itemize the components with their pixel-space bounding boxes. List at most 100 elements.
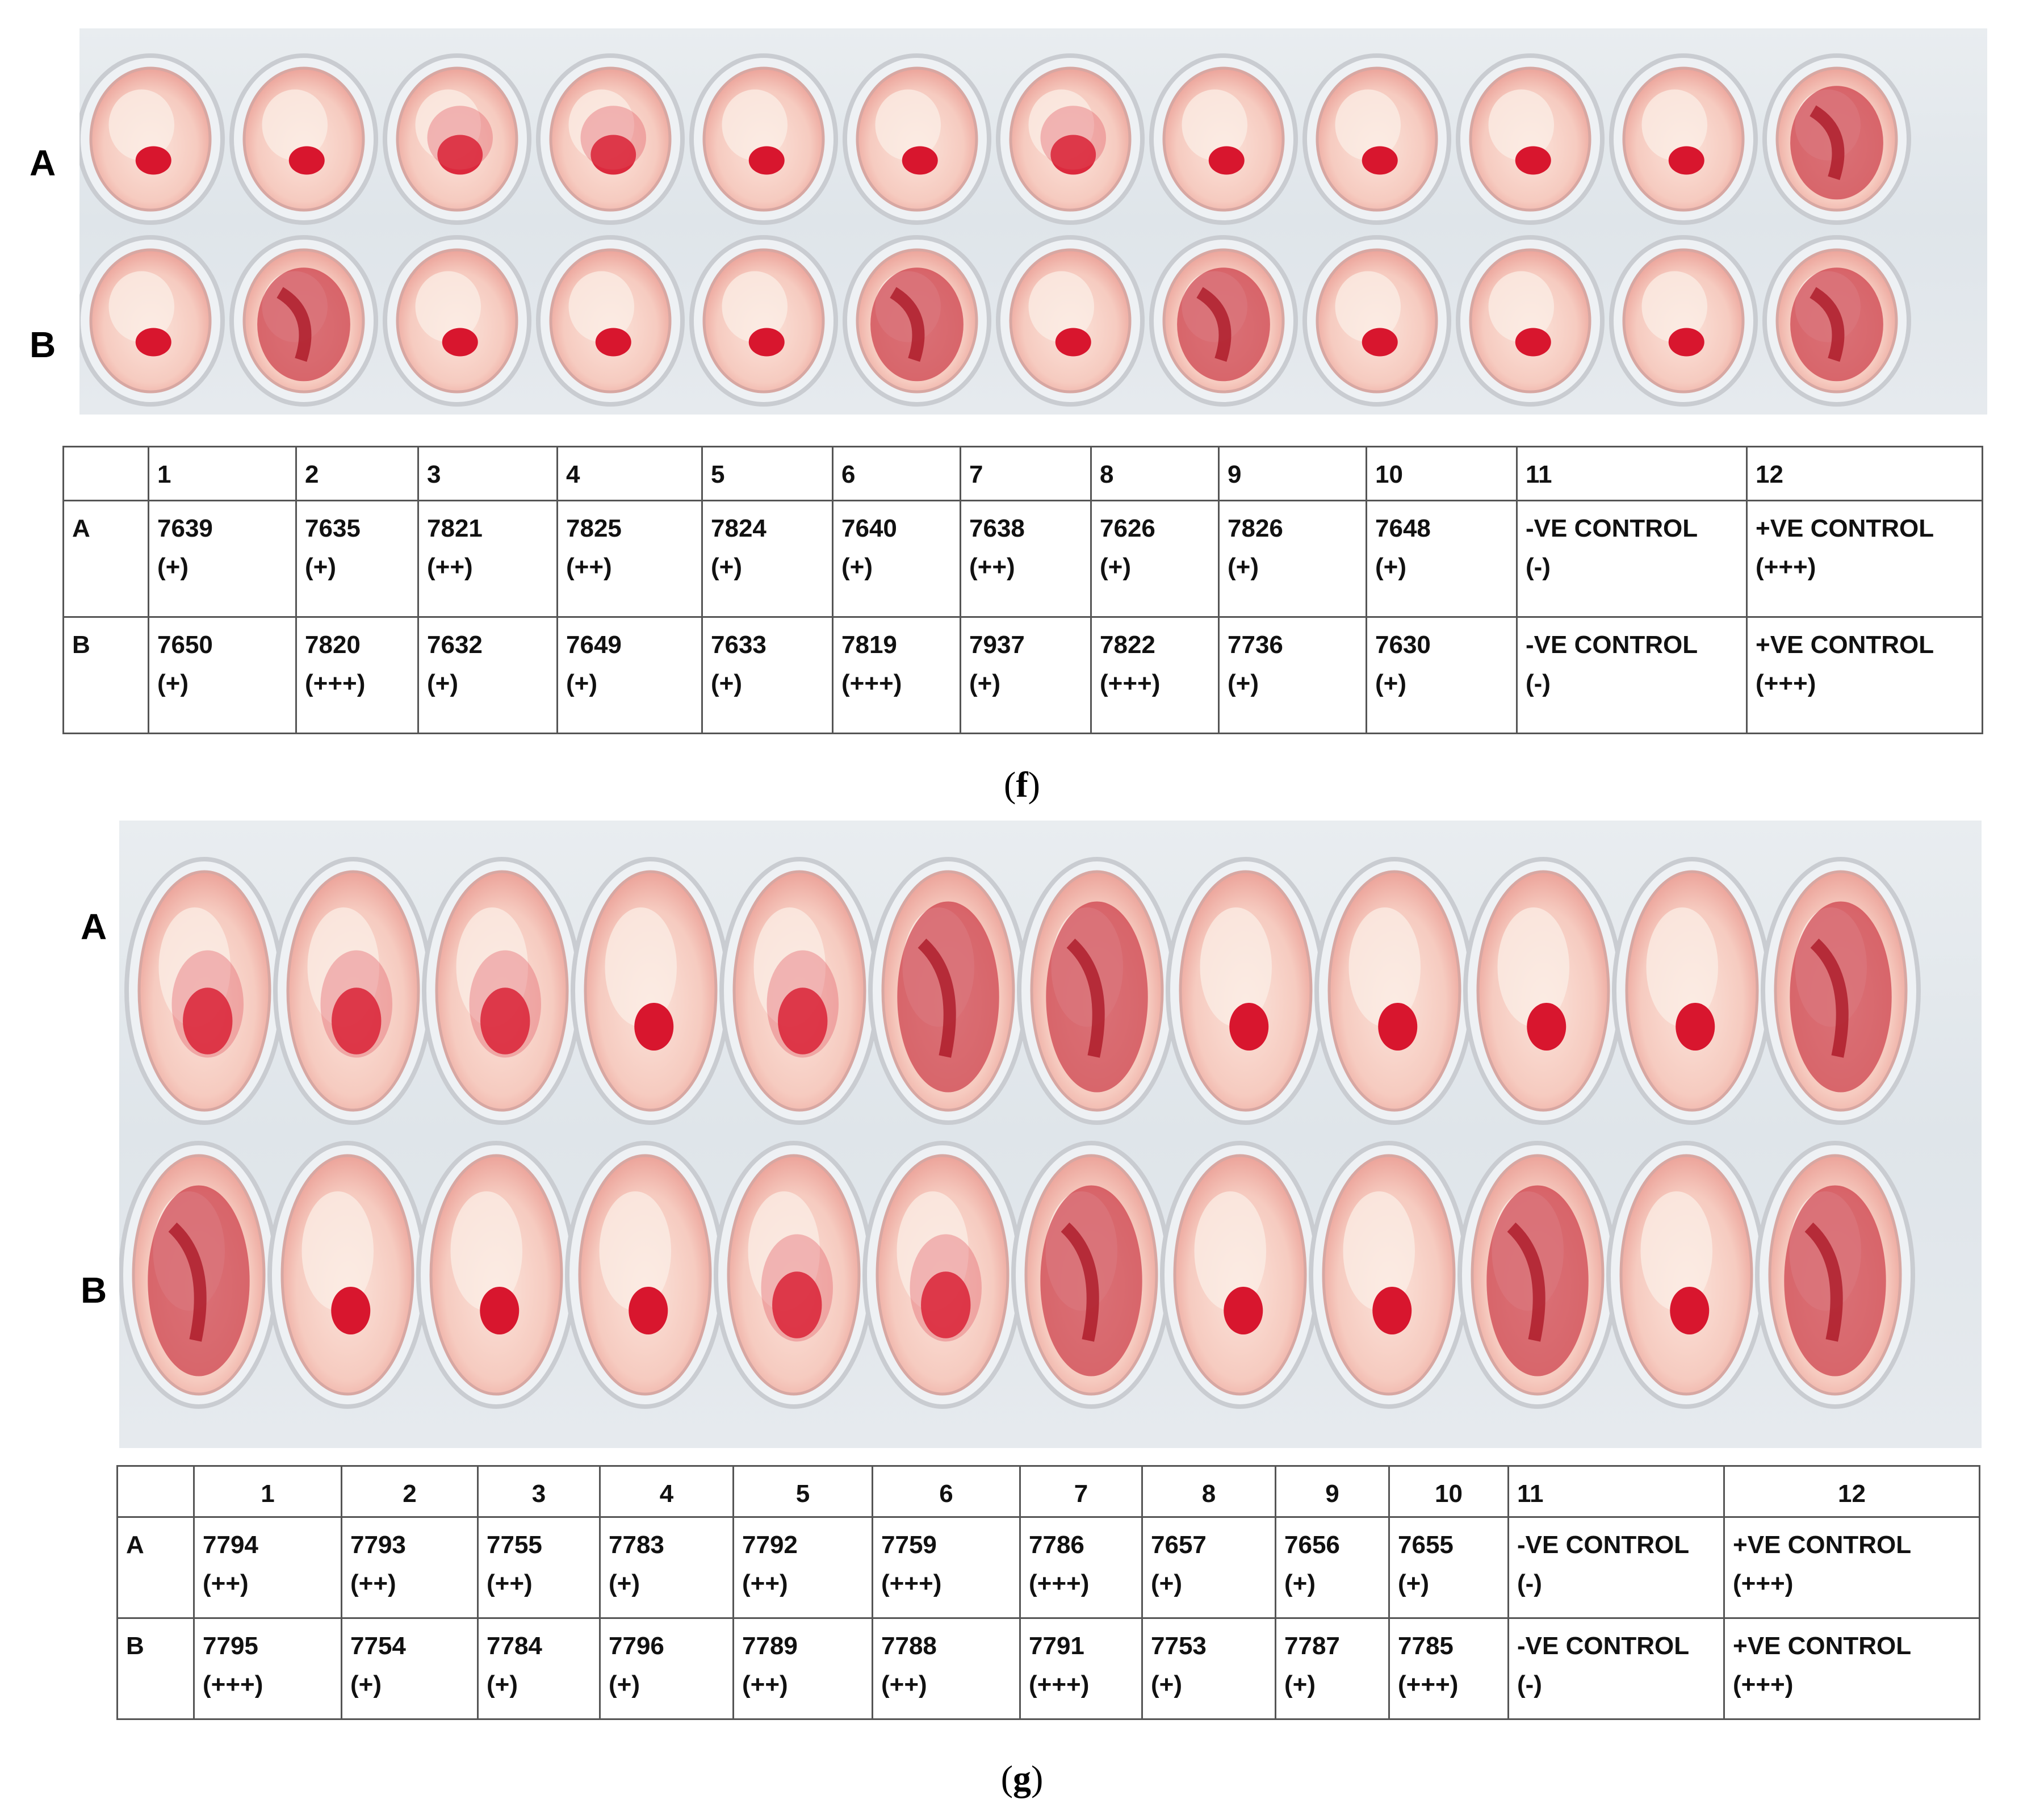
column-header: 12 (1746, 446, 1983, 501)
well-plate-image-f (79, 53, 1911, 407)
table-cell: 7788 (++) (872, 1617, 1021, 1720)
well (1609, 53, 1758, 225)
well (1761, 857, 1921, 1125)
table-cell: 7630 (+) (1366, 616, 1518, 734)
table-cell: 7650 (+) (148, 616, 297, 734)
well (1609, 235, 1758, 407)
table-row: B 7795 (+++) 7754 (+) 7784 (+) 7796 (+) 7789 (++) 7… (116, 1617, 1980, 1720)
table-cell: 7639 (+) (148, 500, 297, 618)
table-cell: +VE CONTROL (+++) (1746, 616, 1983, 734)
well (79, 53, 225, 225)
agglutination-score: (+) (711, 553, 742, 581)
table-cell: 7826 (+) (1218, 500, 1367, 618)
well-plate-image-g (119, 857, 1921, 1409)
column-header: 4 (599, 1465, 734, 1518)
agglutination-score: (+) (711, 670, 742, 698)
table-cell: 7655 (+) (1388, 1516, 1509, 1619)
column-header: 6 (832, 446, 961, 501)
agglutination-score: (+) (157, 670, 189, 698)
column-header: 8 (1090, 446, 1220, 501)
table-row: B 7650 (+) 7820 (+++) 7632 (+) 7649 (+) 7633 (+) 78… (62, 616, 1983, 734)
well (267, 1141, 428, 1409)
sample-id: 7736 (1228, 631, 1283, 659)
sample-id: 7754 (350, 1632, 406, 1660)
table-cell: 7822 (+++) (1090, 616, 1220, 734)
table-cell: -VE CONTROL (-) (1507, 1617, 1725, 1720)
agglutination-score: (+) (1375, 670, 1406, 698)
agglutination-score: (+++) (203, 1671, 263, 1699)
table-row: A 7794 (++) 7793 (++) 7755 (++) 7783 (+) 7792 (++)… (116, 1516, 1980, 1619)
sample-id: 7820 (305, 631, 361, 659)
table-cell: 7821 (++) (417, 500, 558, 618)
column-header: 1 (193, 1465, 342, 1518)
row-header-cell: B (62, 616, 149, 734)
table-cell: 7633 (+) (701, 616, 833, 734)
table-cell: 7825 (++) (556, 500, 703, 618)
agglutination-score: (+++) (1029, 1671, 1090, 1699)
results-table-f: 1 2 3 4 5 6 7 8 9 10 11 12 A 7639 (+) 7635 (+) 7821 (++) 78… (62, 446, 1983, 734)
table-cell: 7791 (+++) (1019, 1617, 1143, 1720)
table-cell: 7640 (+) (832, 500, 961, 618)
well (1463, 857, 1623, 1125)
agglutination-score: (+++) (1398, 1671, 1459, 1699)
well (536, 53, 685, 225)
well (1762, 235, 1911, 407)
column-header: 10 (1366, 446, 1518, 501)
well (229, 53, 378, 225)
table-cell: +VE CONTROL (+++) (1723, 1516, 1980, 1619)
sample-id: 7648 (1375, 514, 1431, 542)
well (1302, 235, 1451, 407)
agglutination-score: (+++) (1756, 670, 1816, 698)
column-header: 6 (872, 1465, 1021, 1518)
agglutination-score: (+) (1398, 1570, 1429, 1598)
well (422, 857, 582, 1125)
table-cell: +VE CONTROL (+++) (1723, 1617, 1980, 1720)
sample-id: 7630 (1375, 631, 1431, 659)
sample-id: 7785 (1398, 1632, 1454, 1660)
agglutination-score: (++) (969, 553, 1015, 581)
table-cell: 7638 (++) (960, 500, 1092, 618)
agglutination-score: (-) (1526, 553, 1551, 581)
table-cell: 7792 (++) (732, 1516, 873, 1619)
well (1309, 1141, 1469, 1409)
well (689, 53, 838, 225)
sample-id: 7791 (1029, 1632, 1084, 1660)
sample-id: 7755 (487, 1531, 542, 1559)
agglutination-score: (++) (566, 553, 612, 581)
sample-id: -VE CONTROL (1526, 514, 1698, 542)
sample-id: +VE CONTROL (1756, 631, 1934, 659)
well (1166, 857, 1326, 1125)
agglutination-score: (+++) (1756, 553, 1816, 581)
well (996, 53, 1145, 225)
table-cell: 7794 (++) (193, 1516, 342, 1619)
plate-photo-g (119, 821, 1982, 1448)
caption-letter-g: g (1013, 1758, 1031, 1798)
well (571, 857, 731, 1125)
sample-id: -VE CONTROL (1517, 1531, 1690, 1559)
agglutination-score: (+++) (1733, 1570, 1794, 1598)
agglutination-score: (+++) (881, 1570, 942, 1598)
column-header: 12 (1723, 1465, 1980, 1518)
sample-id: 7821 (427, 514, 483, 542)
well (843, 235, 991, 407)
agglutination-score: (+++) (305, 670, 366, 698)
well (383, 53, 531, 225)
agglutination-score: (+++) (1733, 1671, 1794, 1699)
agglutination-score: (+++) (841, 670, 902, 698)
column-header: 4 (556, 446, 703, 501)
sample-id: -VE CONTROL (1526, 631, 1698, 659)
well (1755, 1141, 1915, 1409)
sample-id: 7795 (203, 1632, 258, 1660)
agglutination-score: (+) (1100, 553, 1131, 581)
sample-id: 7792 (742, 1531, 798, 1559)
well (1149, 53, 1298, 225)
table-cell: 7820 (+++) (295, 616, 419, 734)
sample-id: 7640 (841, 514, 897, 542)
well (1457, 1141, 1618, 1409)
table-cell: 7656 (+) (1275, 1516, 1390, 1619)
agglutination-score: (+) (1151, 1671, 1182, 1699)
column-header: 8 (1141, 1465, 1276, 1518)
table-cell: 7736 (+) (1218, 616, 1367, 734)
sample-id: 7786 (1029, 1531, 1084, 1559)
sample-id: +VE CONTROL (1733, 1632, 1912, 1660)
